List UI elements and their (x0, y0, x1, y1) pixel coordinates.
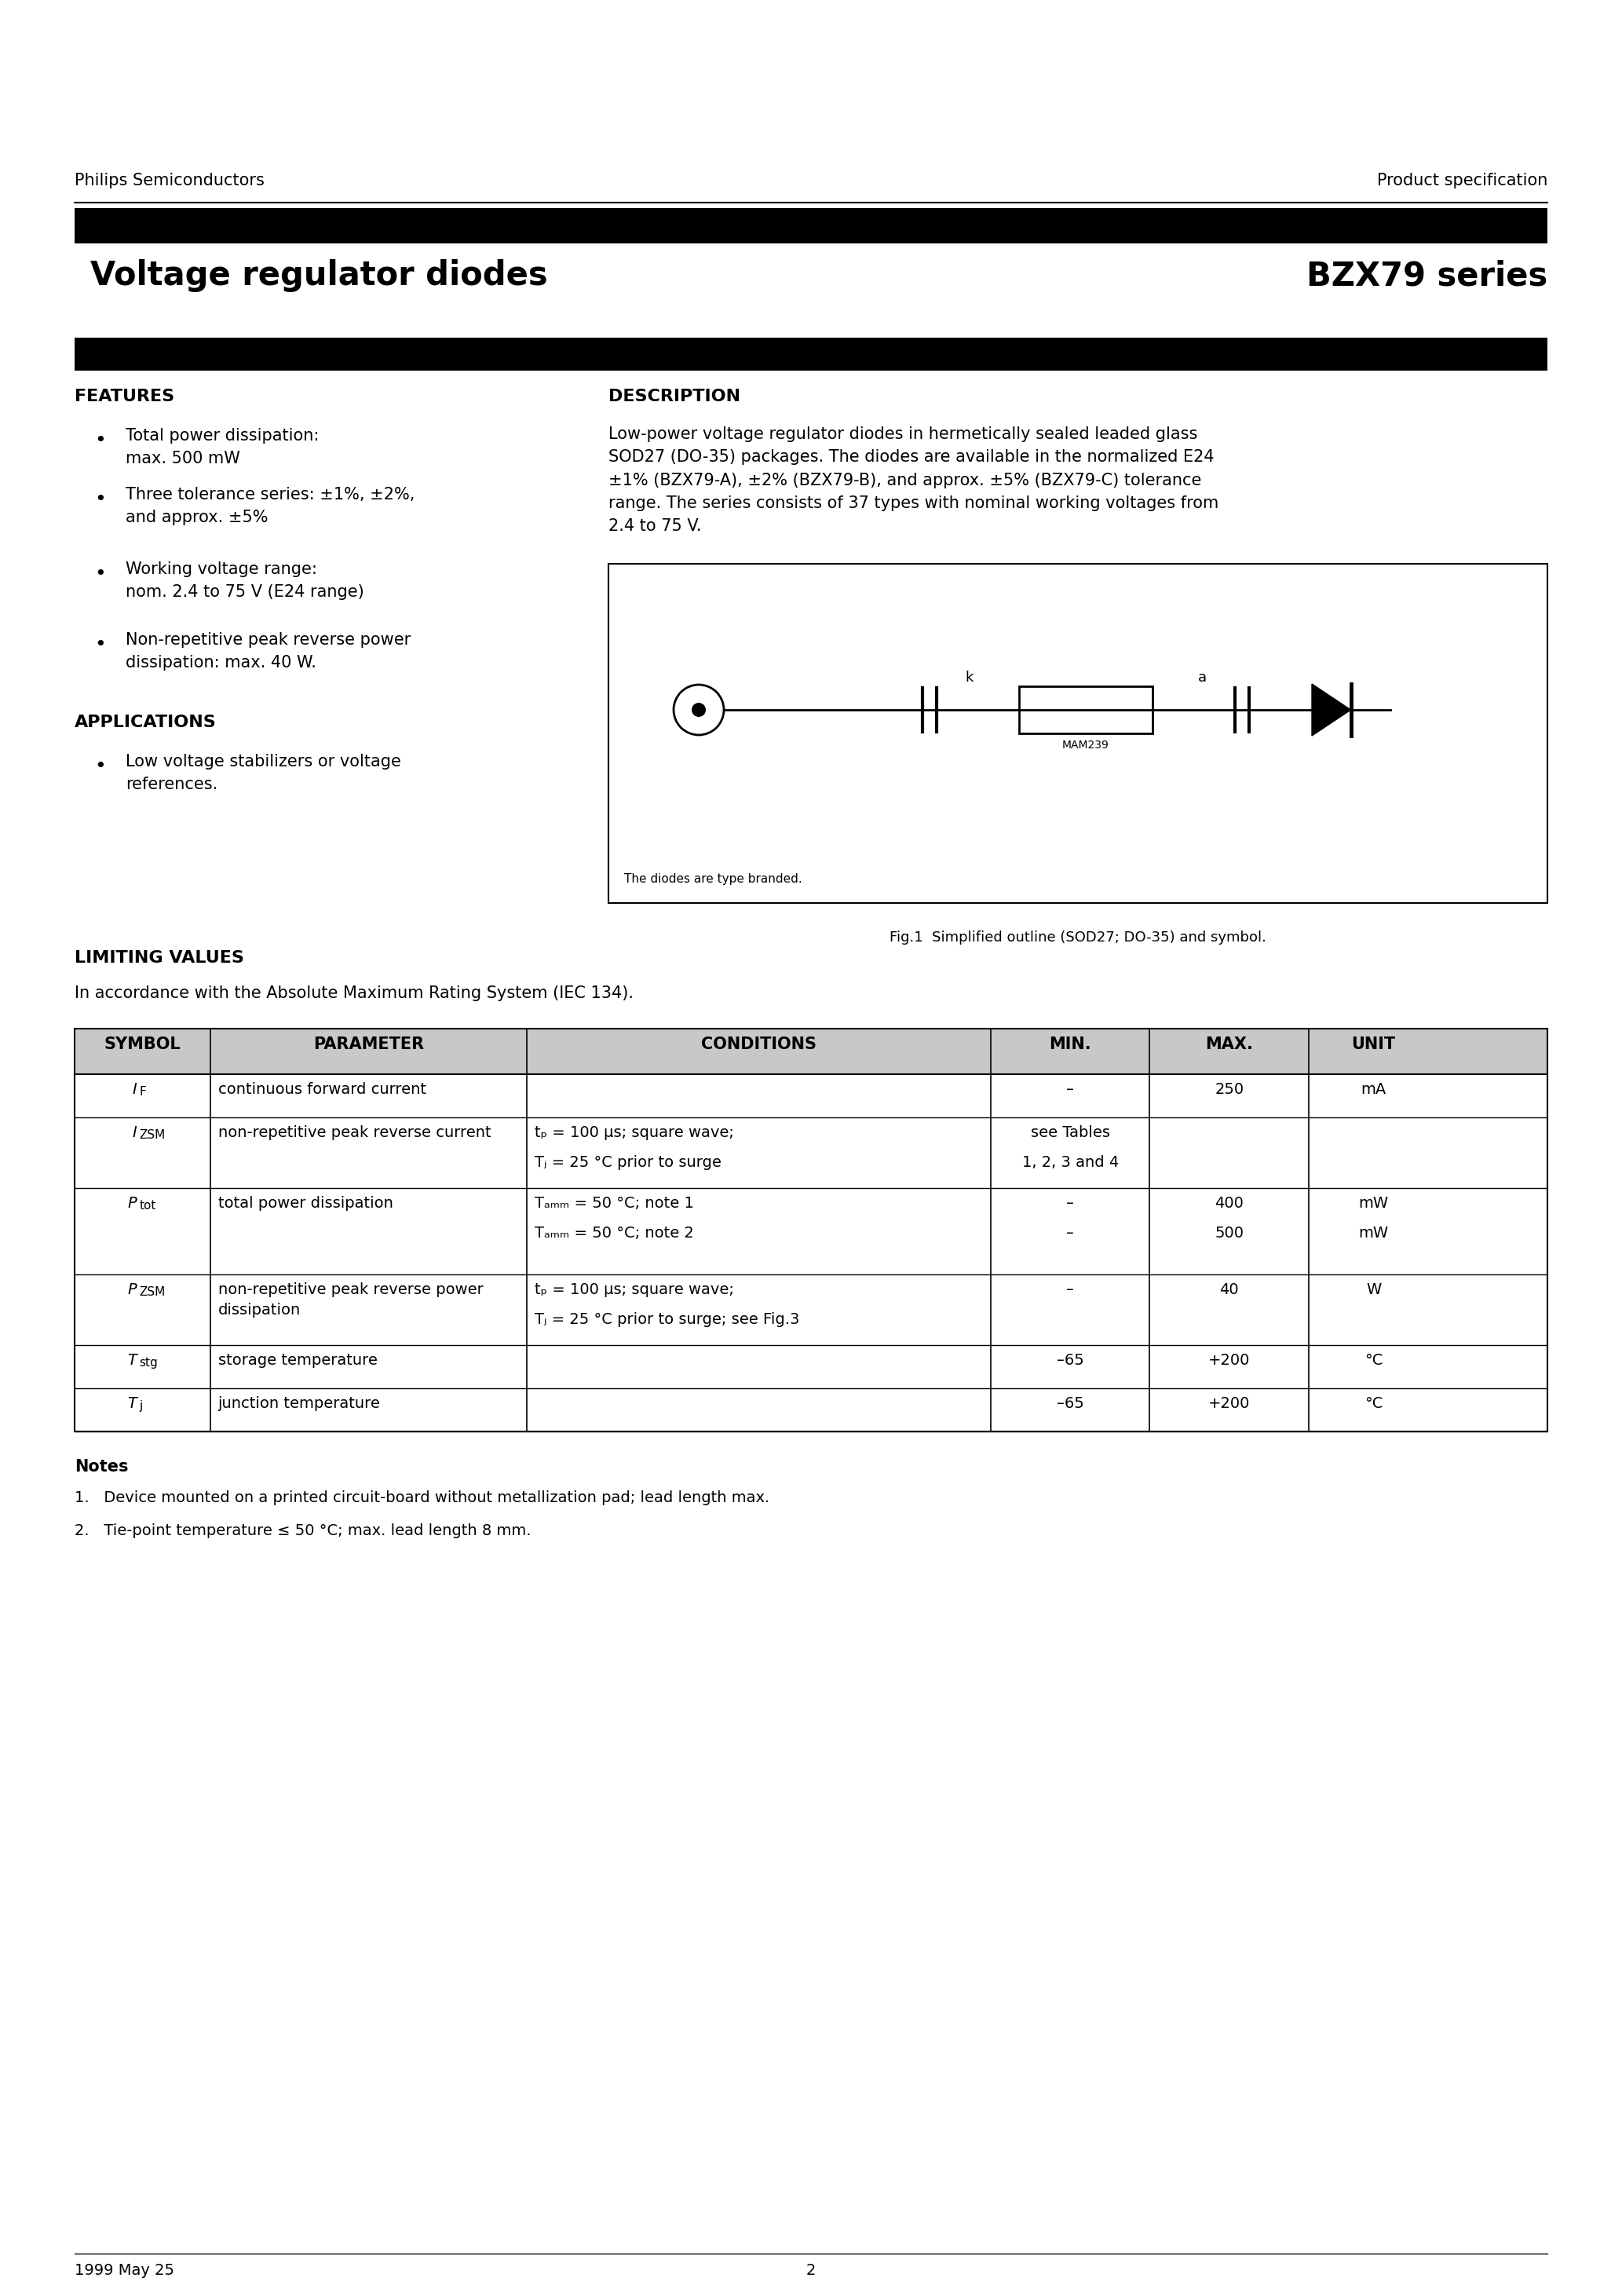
Text: BZX79 series: BZX79 series (1306, 259, 1547, 292)
Text: MIN.: MIN. (1049, 1035, 1092, 1052)
Text: 500: 500 (1215, 1226, 1244, 1240)
Text: Philips Semiconductors: Philips Semiconductors (75, 172, 264, 188)
Text: Tⱼ = 25 °C prior to surge; see Fig.3: Tⱼ = 25 °C prior to surge; see Fig.3 (535, 1311, 800, 1327)
Text: k: k (965, 670, 973, 684)
Text: •: • (94, 489, 105, 510)
Text: SYMBOL: SYMBOL (104, 1035, 180, 1052)
Text: DESCRIPTION: DESCRIPTION (608, 388, 740, 404)
Text: 2: 2 (806, 2264, 816, 2278)
Text: tot: tot (139, 1201, 156, 1212)
Text: –65: –65 (1056, 1352, 1083, 1368)
Text: FEATURES: FEATURES (75, 388, 175, 404)
Circle shape (691, 703, 706, 716)
Text: continuous forward current: continuous forward current (217, 1081, 427, 1097)
Text: 1999 May 25: 1999 May 25 (75, 2264, 174, 2278)
Text: tₚ = 100 μs; square wave;: tₚ = 100 μs; square wave; (535, 1125, 733, 1141)
Text: Total power dissipation:
max. 500 mW: Total power dissipation: max. 500 mW (125, 427, 320, 466)
Text: 2.   Tie-point temperature ≤ 50 °C; max. lead length 8 mm.: 2. Tie-point temperature ≤ 50 °C; max. l… (75, 1522, 530, 1538)
Text: –65: –65 (1056, 1396, 1083, 1412)
Text: Working voltage range:
nom. 2.4 to 75 V (E24 range): Working voltage range: nom. 2.4 to 75 V … (125, 563, 363, 599)
Text: T: T (128, 1352, 136, 1368)
Text: •: • (94, 565, 105, 583)
Text: The diodes are type branded.: The diodes are type branded. (624, 872, 803, 884)
Text: 40: 40 (1220, 1281, 1239, 1297)
Text: T: T (128, 1396, 136, 1412)
Text: total power dissipation: total power dissipation (217, 1196, 393, 1210)
Text: Tⱼ = 25 °C prior to surge: Tⱼ = 25 °C prior to surge (535, 1155, 722, 1171)
Text: F: F (139, 1086, 146, 1097)
Text: PARAMETER: PARAMETER (313, 1035, 423, 1052)
Text: Low-power voltage regulator diodes in hermetically sealed leaded glass
SOD27 (DO: Low-power voltage regulator diodes in he… (608, 427, 1218, 535)
Text: non-repetitive peak reverse power
dissipation: non-repetitive peak reverse power dissip… (217, 1281, 483, 1318)
Text: ZSM: ZSM (139, 1130, 165, 1141)
Text: APPLICATIONS: APPLICATIONS (75, 714, 216, 730)
Text: j: j (139, 1401, 143, 1412)
Text: Notes: Notes (75, 1458, 128, 1474)
Text: LIMITING VALUES: LIMITING VALUES (75, 951, 243, 967)
Text: junction temperature: junction temperature (217, 1396, 380, 1412)
Bar (1019, 687, 1153, 732)
Text: tₚ = 100 μs; square wave;: tₚ = 100 μs; square wave; (535, 1281, 733, 1297)
Text: Non-repetitive peak reverse power
dissipation: max. 40 W.: Non-repetitive peak reverse power dissip… (125, 631, 410, 670)
Text: mW: mW (1359, 1196, 1388, 1210)
Text: CONDITIONS: CONDITIONS (701, 1035, 816, 1052)
Text: 1.   Device mounted on a printed circuit-board without metallization pad; lead l: 1. Device mounted on a printed circuit-b… (75, 1490, 769, 1506)
Text: Fig.1  Simplified outline (SOD27; DO-35) and symbol.: Fig.1 Simplified outline (SOD27; DO-35) … (889, 930, 1267, 944)
Text: Three tolerance series: ±1%, ±2%,
and approx. ±5%: Three tolerance series: ±1%, ±2%, and ap… (125, 487, 415, 526)
Text: storage temperature: storage temperature (217, 1352, 378, 1368)
Bar (75, 338, 1547, 370)
Text: 400: 400 (1215, 1196, 1244, 1210)
Text: UNIT: UNIT (1351, 1035, 1395, 1052)
Text: a: a (1197, 670, 1207, 684)
Text: MAM239: MAM239 (1062, 739, 1109, 751)
Text: W: W (1366, 1281, 1382, 1297)
Text: –: – (1066, 1281, 1074, 1297)
Bar (75, 1029, 1547, 1075)
Text: Low voltage stabilizers or voltage
references.: Low voltage stabilizers or voltage refer… (125, 753, 401, 792)
Text: mA: mA (1361, 1081, 1387, 1097)
Text: MAX.: MAX. (1205, 1035, 1254, 1052)
Bar (75, 1029, 1547, 1430)
Text: Tₐₘₘ = 50 °C; note 2: Tₐₘₘ = 50 °C; note 2 (535, 1226, 694, 1240)
Bar (75, 209, 1547, 243)
Polygon shape (1312, 684, 1351, 735)
Text: °C: °C (1364, 1352, 1384, 1368)
Text: In accordance with the Absolute Maximum Rating System (IEC 134).: In accordance with the Absolute Maximum … (75, 985, 634, 1001)
Text: Product specification: Product specification (1377, 172, 1547, 188)
Text: I: I (133, 1125, 136, 1141)
Text: Tₐₘₘ = 50 °C; note 1: Tₐₘₘ = 50 °C; note 1 (535, 1196, 694, 1210)
Text: P: P (128, 1196, 136, 1210)
Text: 250: 250 (1215, 1081, 1244, 1097)
Text: 1, 2, 3 and 4: 1, 2, 3 and 4 (1022, 1155, 1119, 1171)
Text: Voltage regulator diodes: Voltage regulator diodes (91, 259, 548, 292)
Bar (608, 565, 1547, 902)
Text: –: – (1066, 1196, 1074, 1210)
Text: °C: °C (1364, 1396, 1384, 1412)
Text: see Tables: see Tables (1030, 1125, 1109, 1141)
Text: •: • (94, 758, 105, 776)
Text: ZSM: ZSM (139, 1286, 165, 1297)
Text: non-repetitive peak reverse current: non-repetitive peak reverse current (217, 1125, 491, 1141)
Text: –: – (1066, 1226, 1074, 1240)
Text: •: • (94, 432, 105, 450)
Text: stg: stg (139, 1357, 157, 1368)
Text: mW: mW (1359, 1226, 1388, 1240)
Text: +200: +200 (1208, 1396, 1251, 1412)
Text: I: I (133, 1081, 136, 1097)
Text: •: • (94, 636, 105, 654)
Text: +200: +200 (1208, 1352, 1251, 1368)
Text: P: P (128, 1281, 136, 1297)
Text: –: – (1066, 1081, 1074, 1097)
